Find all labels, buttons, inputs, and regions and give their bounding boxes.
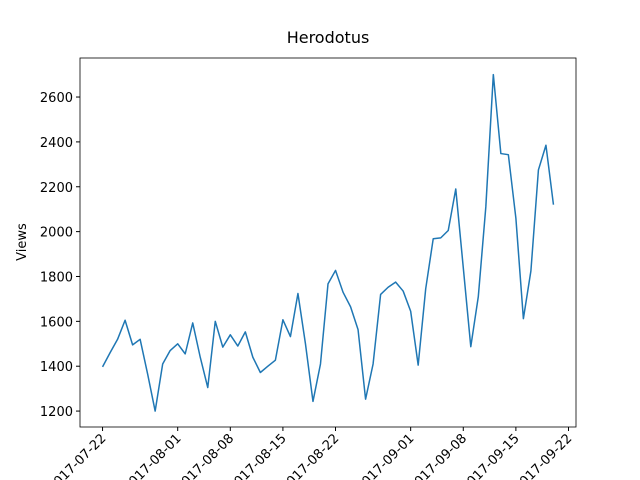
y-tick-label: 2000 (40, 226, 73, 241)
y-tick-label: 2200 (40, 181, 73, 196)
chart-title: Herodotus (287, 28, 370, 47)
y-axis-label: Views (15, 223, 30, 261)
y-tick-label: 2400 (40, 136, 73, 151)
y-tick-label: 1600 (40, 315, 73, 330)
y-tick-label: 1200 (40, 405, 73, 420)
y-tick-label: 2600 (40, 91, 73, 106)
y-tick-label: 1800 (40, 270, 73, 285)
y-tick-label: 1400 (40, 360, 73, 375)
plot-frame (79, 57, 577, 428)
line (101, 73, 555, 412)
